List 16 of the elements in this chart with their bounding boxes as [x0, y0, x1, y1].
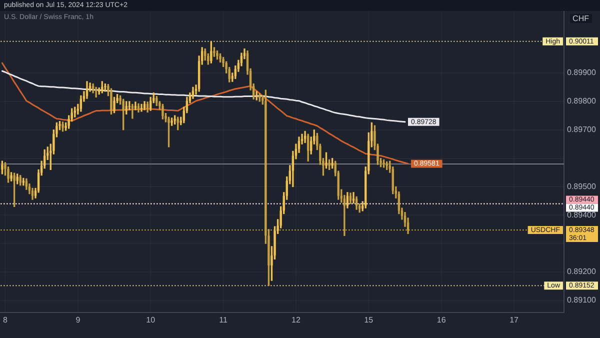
x-tick-label: 12 [292, 315, 301, 324]
x-tick-label: 16 [436, 315, 446, 324]
x-tick-label: 8 [3, 315, 8, 324]
x-tick-label: 15 [364, 315, 374, 324]
y-tick-label: 0.89100 [567, 296, 596, 305]
y-tick-label: 0.89200 [567, 267, 596, 276]
x-tick-label: 9 [76, 315, 81, 324]
y-axis-title: CHF [570, 14, 592, 23]
y-tick-label: 0.89800 [567, 96, 596, 106]
y-tick-label: 0.89400 [567, 210, 596, 220]
x-tick-label: 17 [510, 315, 520, 324]
x-tick-label: 10 [146, 315, 156, 324]
y-tick-label: 0.89700 [567, 125, 596, 134]
y-tick-label: 0.89500 [567, 182, 596, 191]
x-tick-label: 11 [219, 315, 228, 324]
y-tick-label: 0.89900 [567, 68, 596, 78]
